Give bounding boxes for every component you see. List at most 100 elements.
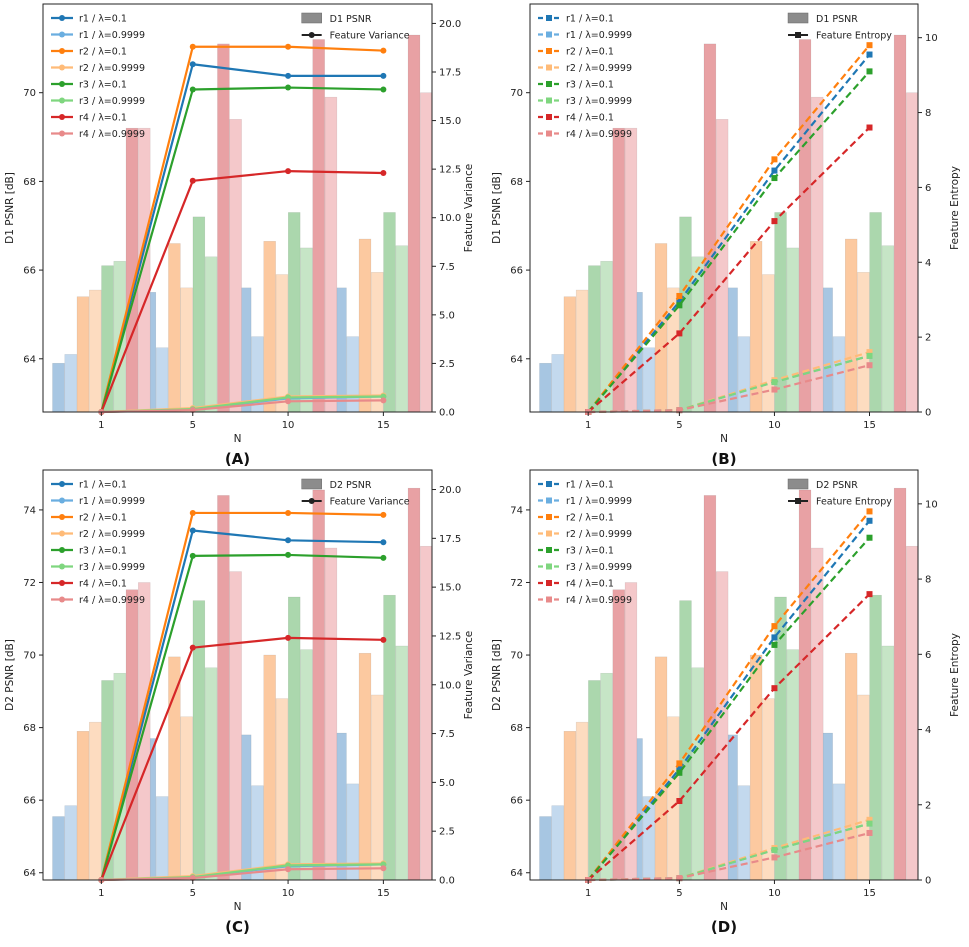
- legend-label: r2 / λ=0.1: [79, 513, 127, 524]
- series-line: [100, 169, 384, 413]
- y-right-tick-label: 7.5: [439, 262, 455, 273]
- bar: [383, 594, 396, 880]
- bar: [300, 649, 313, 880]
- data-point: [771, 641, 778, 648]
- legend-label: r2 / λ=0.1: [566, 513, 614, 524]
- bar: [906, 92, 918, 412]
- bar: [774, 596, 787, 880]
- bar: [749, 654, 763, 880]
- series-line: [100, 553, 384, 881]
- data-point: [866, 508, 873, 515]
- legend-marker: [59, 563, 65, 570]
- x-tick-label: 5: [190, 420, 196, 431]
- y-tick-label: 66: [510, 266, 523, 277]
- legend-label: r3 / λ=0.1: [566, 80, 614, 91]
- data-point: [380, 397, 387, 404]
- bar: [138, 127, 151, 412]
- bar: [786, 247, 799, 412]
- legend-label: r2 / λ=0.9999: [79, 529, 145, 540]
- legend-label: r3 / λ=0.1: [79, 80, 127, 91]
- bar: [881, 245, 894, 412]
- bar: [575, 721, 589, 880]
- data-point: [771, 846, 778, 853]
- legend-label: Feature Variance: [330, 31, 410, 42]
- data-point: [676, 407, 683, 414]
- legend-marker: [546, 514, 552, 520]
- bar: [420, 92, 432, 412]
- data-point: [771, 175, 778, 182]
- series-line: [587, 536, 871, 881]
- y-tick-label: 74: [23, 505, 36, 516]
- data-point: [771, 386, 778, 393]
- y-right-tick-label: 7.5: [439, 729, 455, 740]
- bar: [811, 547, 824, 880]
- x-tick-label: 5: [190, 888, 196, 899]
- y-tick-label: 66: [23, 796, 36, 807]
- legend-label: D1 PSNR: [816, 14, 858, 25]
- legend-label: r3 / λ=0.9999: [566, 562, 632, 573]
- y-right-tick-label: 0: [925, 876, 931, 887]
- bar: [217, 43, 230, 412]
- bar: [551, 354, 564, 412]
- y-right-tick-label: 6: [925, 183, 931, 194]
- data-point: [285, 168, 292, 175]
- legend-label: r4 / λ=0.1: [79, 579, 127, 590]
- series-line: [100, 86, 384, 413]
- bar: [551, 805, 564, 880]
- data-point: [676, 769, 683, 776]
- legend-label: Feature Entropy: [816, 497, 892, 508]
- bar-group: [539, 34, 918, 412]
- data-point: [380, 511, 387, 518]
- data-point: [189, 644, 196, 651]
- legend-marker: [59, 64, 65, 71]
- bar: [275, 698, 289, 880]
- y-right-axis-title: Feature Entropy: [949, 633, 961, 717]
- bar: [192, 216, 206, 412]
- y-axis-title: D2 PSNR [dB]: [4, 639, 16, 711]
- bar: [288, 596, 301, 880]
- legend-marker: [59, 481, 65, 487]
- bar: [395, 245, 408, 412]
- bar: [703, 495, 717, 880]
- y-right-axis-title: Feature Variance: [463, 164, 475, 252]
- bar: [715, 571, 729, 880]
- data-point: [676, 302, 683, 309]
- bar-group: [52, 487, 432, 880]
- legend-label: r1 / λ=0.1: [566, 14, 614, 25]
- y-right-tick-label: 5.0: [439, 310, 455, 321]
- y-tick-label: 74: [510, 505, 523, 516]
- x-tick-label: 15: [377, 420, 390, 431]
- legend-marker: [546, 64, 552, 71]
- bar: [64, 354, 77, 412]
- plot-frame: [529, 3, 919, 413]
- legend-left: r1 / λ=0.1 r1 / λ=0.9999 r2 / λ=0.1 r2 / λ=…: [51, 480, 145, 606]
- legend-marker: [59, 31, 65, 38]
- legend-label: r2 / λ=0.9999: [566, 63, 632, 74]
- x-tick-label: 1: [98, 888, 104, 899]
- y-tick-label: 66: [510, 796, 523, 807]
- series-line: [100, 63, 384, 413]
- bar: [180, 287, 193, 412]
- bar: [588, 680, 601, 880]
- legend-marker: [59, 497, 65, 504]
- data-point: [380, 72, 387, 79]
- y-right-tick-label: 10.0: [439, 213, 461, 224]
- legend-label: r1 / λ=0.9999: [566, 496, 632, 507]
- y-right-tick-label: 17.5: [439, 534, 461, 545]
- legend-marker: [59, 130, 65, 137]
- data-point: [189, 43, 196, 50]
- data-point: [285, 551, 292, 558]
- y-tick-label: 70: [23, 651, 36, 662]
- data-point: [866, 829, 873, 836]
- series-line: [588, 831, 870, 882]
- y-right-tick-label: 2: [925, 800, 931, 811]
- data-point: [380, 86, 387, 93]
- y-tick-label: 64: [23, 354, 36, 365]
- legend-label: r2 / λ=0.9999: [79, 63, 145, 74]
- legend-label: r1 / λ=0.9999: [566, 30, 632, 41]
- data-point: [285, 72, 292, 79]
- data-point: [380, 539, 387, 546]
